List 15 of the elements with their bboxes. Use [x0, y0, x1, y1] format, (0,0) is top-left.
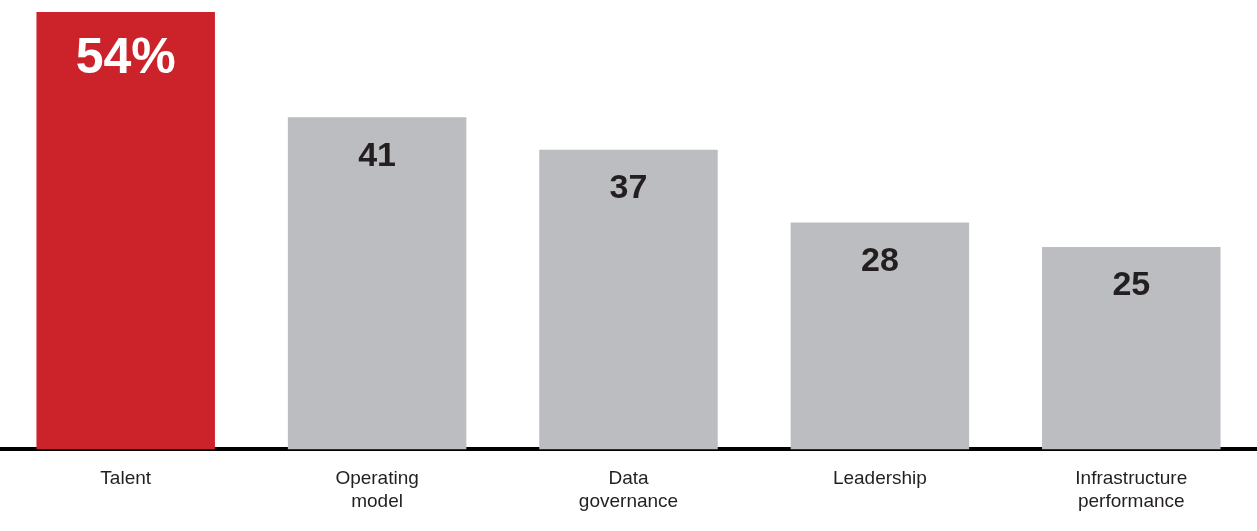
- bar: [287, 117, 467, 450]
- data-label: 28: [860, 239, 899, 278]
- x-tick-label: Talent: [100, 467, 152, 489]
- bar: [790, 222, 970, 450]
- bar: [1042, 246, 1221, 450]
- x-tick-label: Infrastructure performance: [1075, 467, 1188, 511]
- data-label: 54%: [75, 27, 176, 84]
- bar: [36, 12, 215, 450]
- bar: [539, 149, 718, 450]
- data-label: 37: [609, 167, 648, 206]
- x-tick-label: Data governance: [578, 467, 679, 511]
- data-label: 41: [358, 134, 397, 173]
- x-tick-label: Leadership: [832, 467, 927, 489]
- data-label: 25: [1112, 264, 1151, 303]
- x-tick-label: Operating model: [335, 467, 419, 511]
